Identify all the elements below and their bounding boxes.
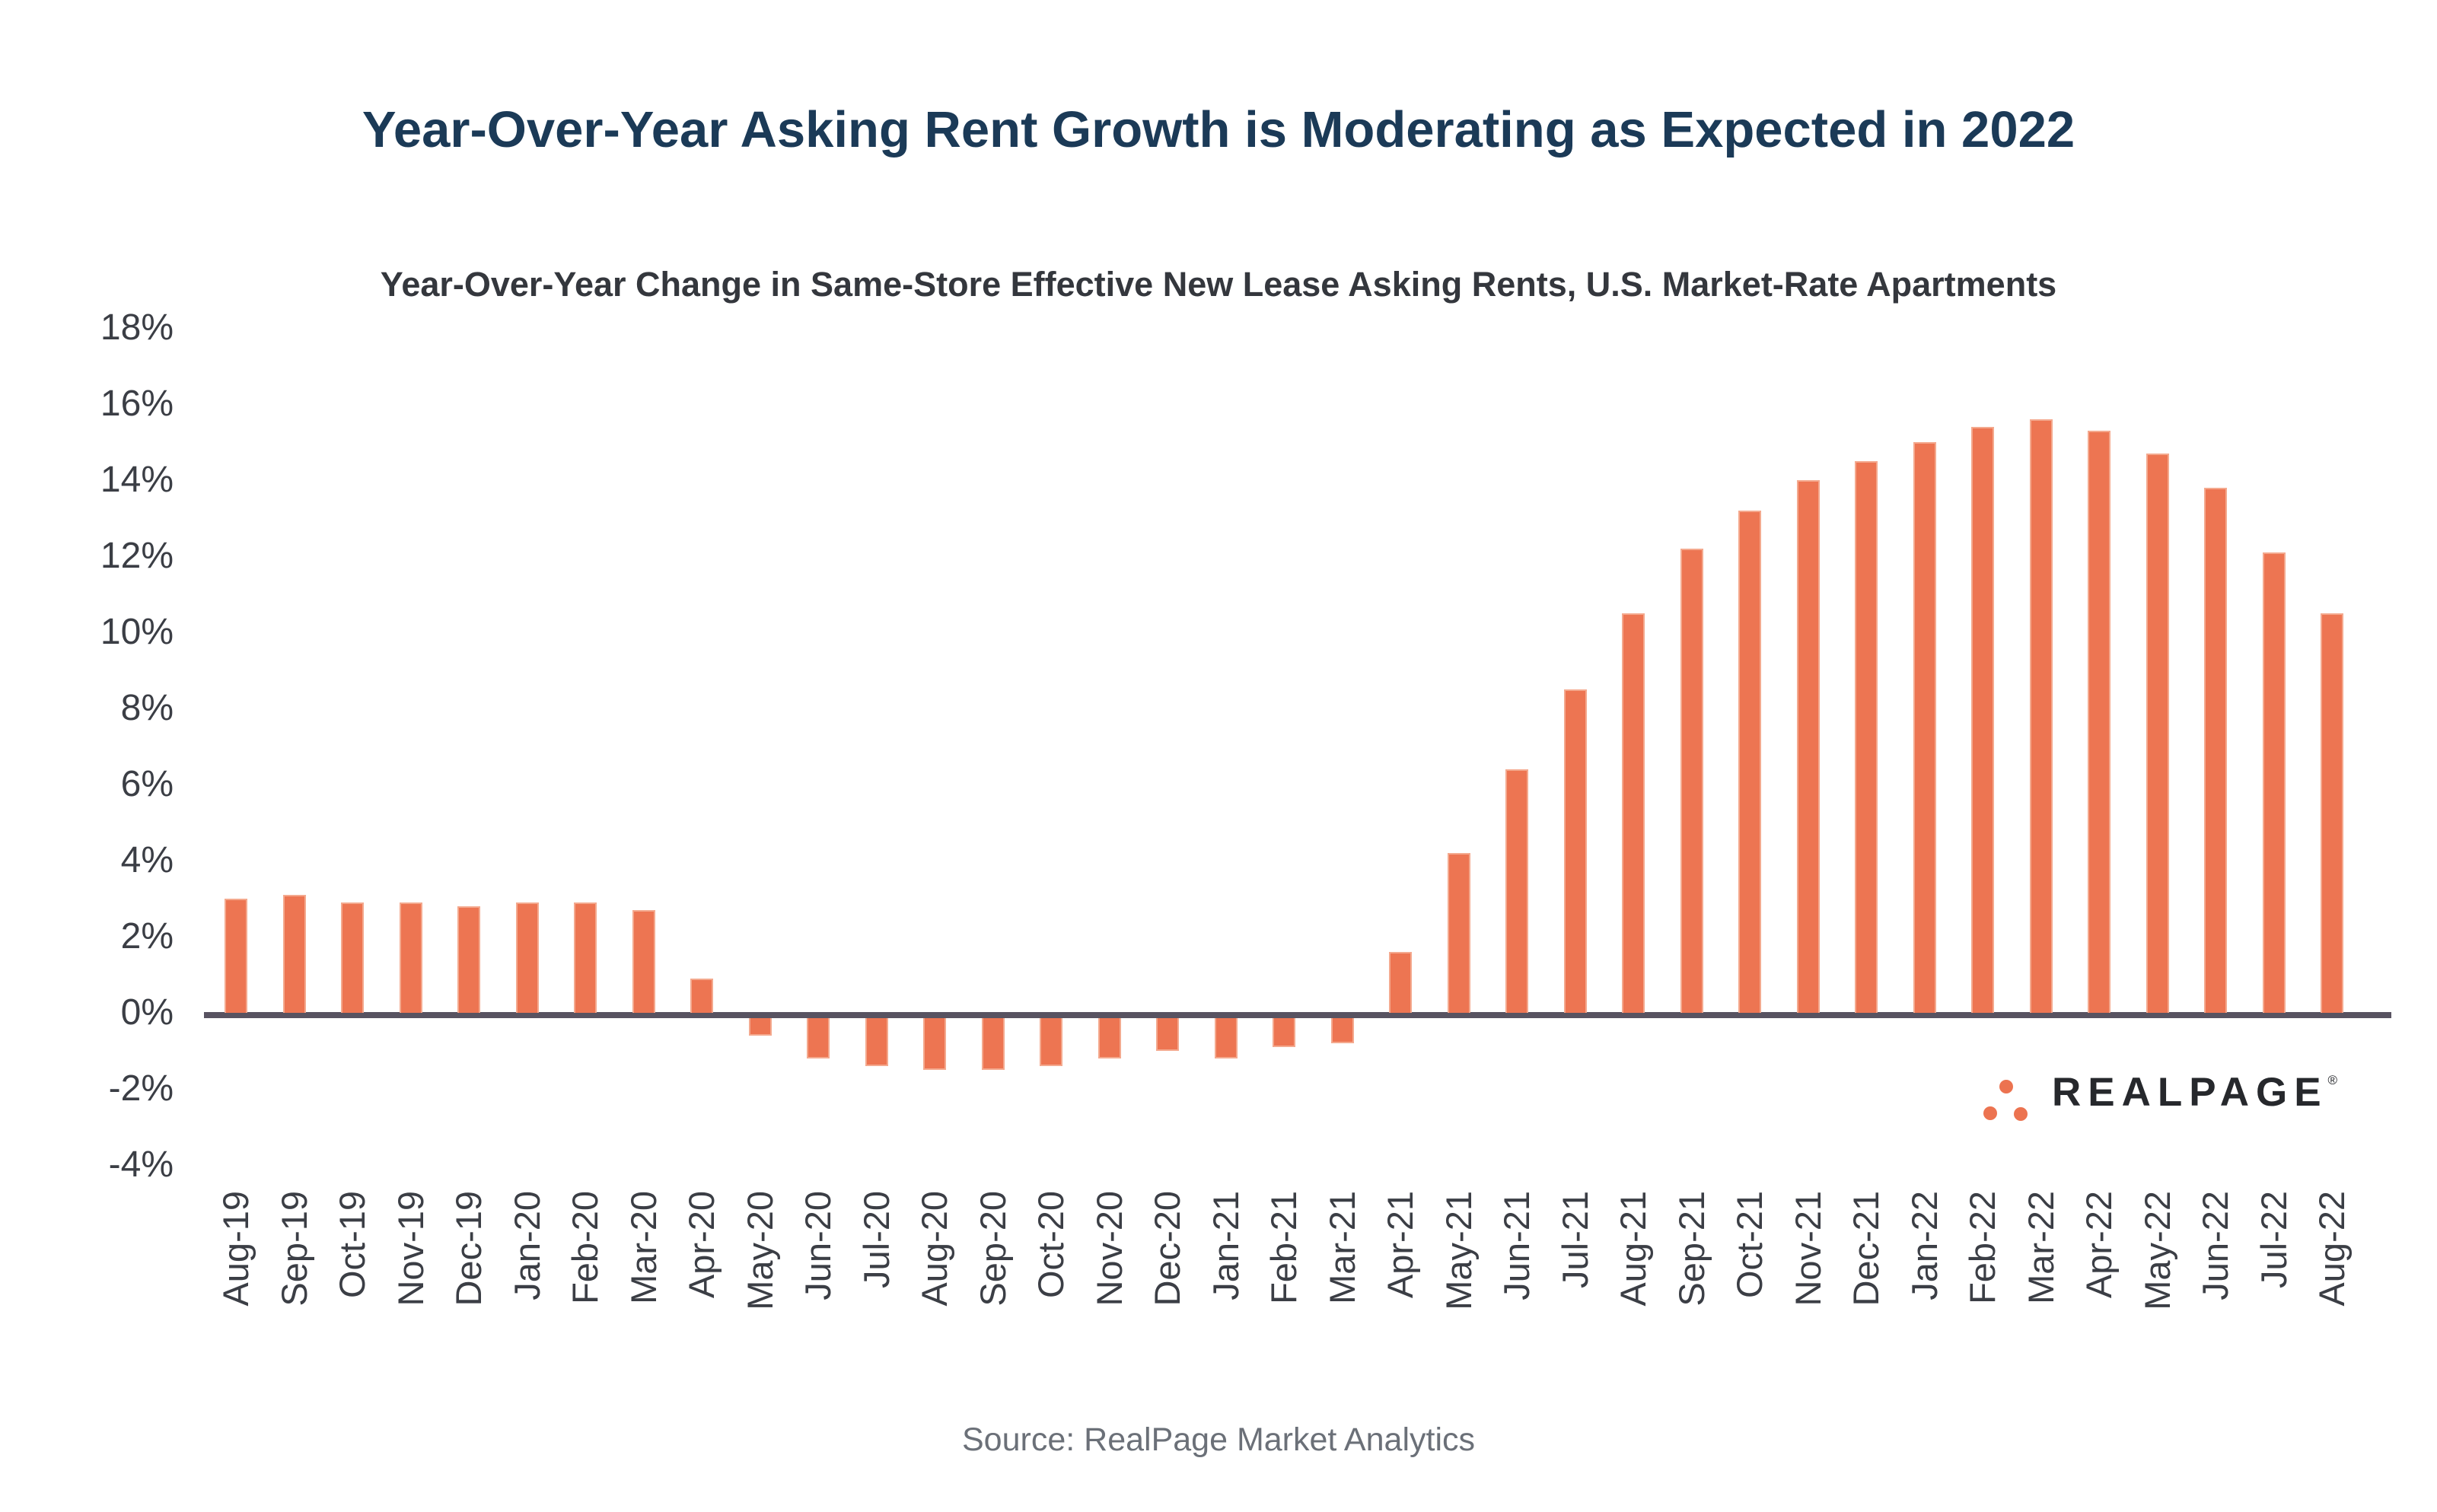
chart-bar: [1214, 1018, 1238, 1058]
chart-bar: [1680, 549, 1703, 1013]
y-tick-label: 6%: [120, 764, 174, 804]
logo-dots-icon: [1983, 1080, 2028, 1121]
chart-bar: [2204, 488, 2227, 1013]
chart-title: Year-Over-Year Asking Rent Growth is Mod…: [362, 101, 2075, 158]
chart-bar: [2029, 419, 2053, 1013]
chart-bar: [632, 910, 655, 1013]
y-tick-label: 10%: [100, 612, 174, 652]
chart-bar: [1622, 613, 1645, 1013]
chart-bar: [981, 1018, 1005, 1070]
chart-bar: [1563, 689, 1587, 1013]
y-tick-label: 8%: [120, 688, 174, 728]
chart-bar: [748, 1018, 772, 1036]
chart-bar: [515, 902, 539, 1013]
chart-bar: [1273, 1018, 1295, 1047]
chart-bar: [807, 1018, 830, 1058]
y-tick-label: 2%: [120, 916, 174, 957]
chart-bar: [690, 979, 713, 1013]
chart-subtitle: Year-Over-Year Change in Same-Store Effe…: [380, 265, 2057, 304]
y-tick-label: -4%: [108, 1144, 174, 1185]
chart-bar: [574, 902, 597, 1013]
y-tick-label: 14%: [100, 460, 174, 500]
chart-bar: [341, 902, 364, 1013]
y-tick-label: 16%: [100, 384, 174, 424]
chart-bar: [1330, 1018, 1354, 1043]
chart-bar: [1738, 511, 1761, 1013]
y-tick-label: 4%: [120, 840, 174, 880]
y-tick-label: 18%: [100, 307, 174, 348]
chart-bar: [923, 1018, 946, 1070]
chart-bar: [1389, 952, 1412, 1013]
chart-bar: [865, 1018, 888, 1066]
logo-brand-text: REALPAGE®: [2052, 1069, 2338, 1115]
chart-bar: [1156, 1018, 1179, 1051]
chart-bar: [1913, 442, 1936, 1013]
y-tick-label: 0%: [120, 992, 174, 1033]
chart-bar: [2321, 613, 2343, 1013]
zero-axis-line: [204, 1012, 2391, 1018]
chart-bar: [1505, 769, 1528, 1013]
chart-bar: [2262, 552, 2286, 1013]
chart-bar: [1796, 480, 1820, 1013]
chart-bar: [1040, 1018, 1062, 1066]
chart-bar: [1971, 427, 1994, 1013]
realpage-logo: REALPAGE®: [1977, 1059, 2337, 1125]
chart-bar: [399, 902, 422, 1013]
registered-mark: ®: [2327, 1072, 2338, 1087]
chart-bar: [2088, 431, 2110, 1013]
chart-bar: [282, 895, 306, 1013]
chart-bar: [1447, 853, 1470, 1013]
y-tick-label: -2%: [108, 1068, 174, 1109]
y-tick-label: 12%: [100, 536, 174, 576]
chart-bar: [1855, 461, 1878, 1013]
source-note: Source: RealPage Market Analytics: [962, 1421, 1475, 1458]
chart-bar: [225, 899, 247, 1013]
chart-bar: [2146, 454, 2169, 1013]
chart-bar: [1097, 1018, 1121, 1058]
chart-bar: [457, 906, 480, 1013]
